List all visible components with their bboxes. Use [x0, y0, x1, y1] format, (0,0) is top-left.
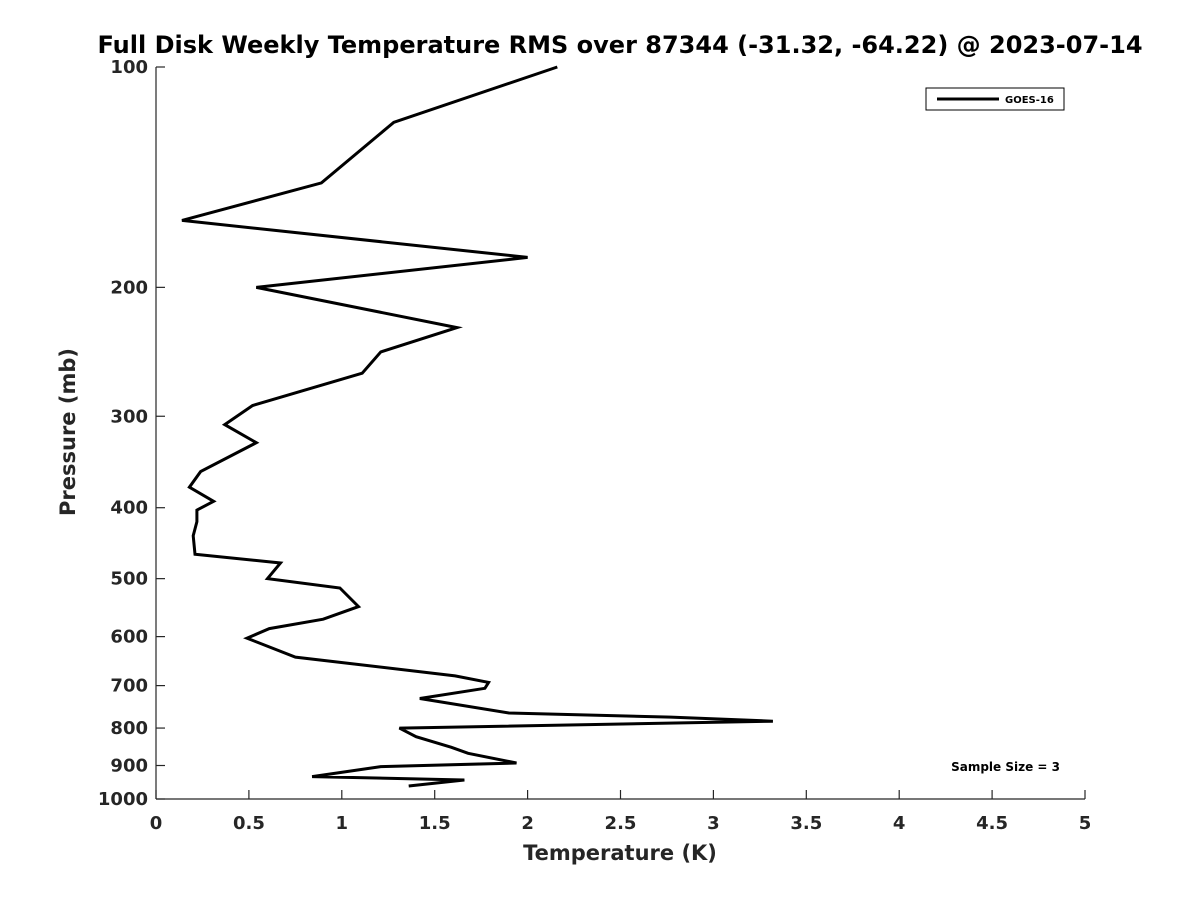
y-axis-ticks: 100 200 300 400 500 600 700 800 900 1000	[98, 57, 165, 810]
y-tick-label: 300	[110, 406, 148, 427]
y-tick-label: 1000	[98, 789, 148, 810]
y-tick-label: 900	[110, 756, 148, 777]
y-axis-label: Pressure (mb)	[56, 348, 80, 516]
x-tick-label: 0	[150, 813, 163, 834]
axes	[155, 67, 1085, 800]
x-tick-label: 1.5	[419, 813, 451, 834]
x-tick-label: 2	[521, 813, 534, 834]
x-tick-label: 4	[893, 813, 906, 834]
series-line-goes-16	[181, 65, 773, 788]
y-tick-label: 700	[110, 676, 148, 697]
x-tick-label: 4.5	[976, 813, 1008, 834]
x-tick-label: 0.5	[233, 813, 265, 834]
sample-size-annotation: Sample Size = 3	[951, 760, 1060, 774]
x-tick-label: 3.5	[790, 813, 822, 834]
x-tick-label: 2.5	[605, 813, 637, 834]
y-tick-label: 800	[110, 718, 148, 739]
x-tick-label: 1	[336, 813, 349, 834]
chart-title: Full Disk Weekly Temperature RMS over 87…	[97, 31, 1142, 59]
y-tick-label: 400	[110, 498, 148, 519]
x-axis-label: Temperature (K)	[523, 841, 717, 865]
x-tick-label: 5	[1079, 813, 1092, 834]
legend-entry-goes-16: GOES-16	[1005, 95, 1054, 106]
y-tick-label: 500	[110, 569, 148, 590]
x-tick-label: 3	[707, 813, 720, 834]
x-axis-ticks: 0 0.5 1 1.5 2 2.5 3 3.5 4 4.5 5	[150, 790, 1092, 834]
y-tick-label: 200	[110, 277, 148, 298]
y-tick-label: 600	[110, 627, 148, 648]
legend: GOES-16	[925, 87, 1065, 111]
series-layer	[181, 65, 773, 788]
y-tick-label: 100	[110, 57, 148, 78]
